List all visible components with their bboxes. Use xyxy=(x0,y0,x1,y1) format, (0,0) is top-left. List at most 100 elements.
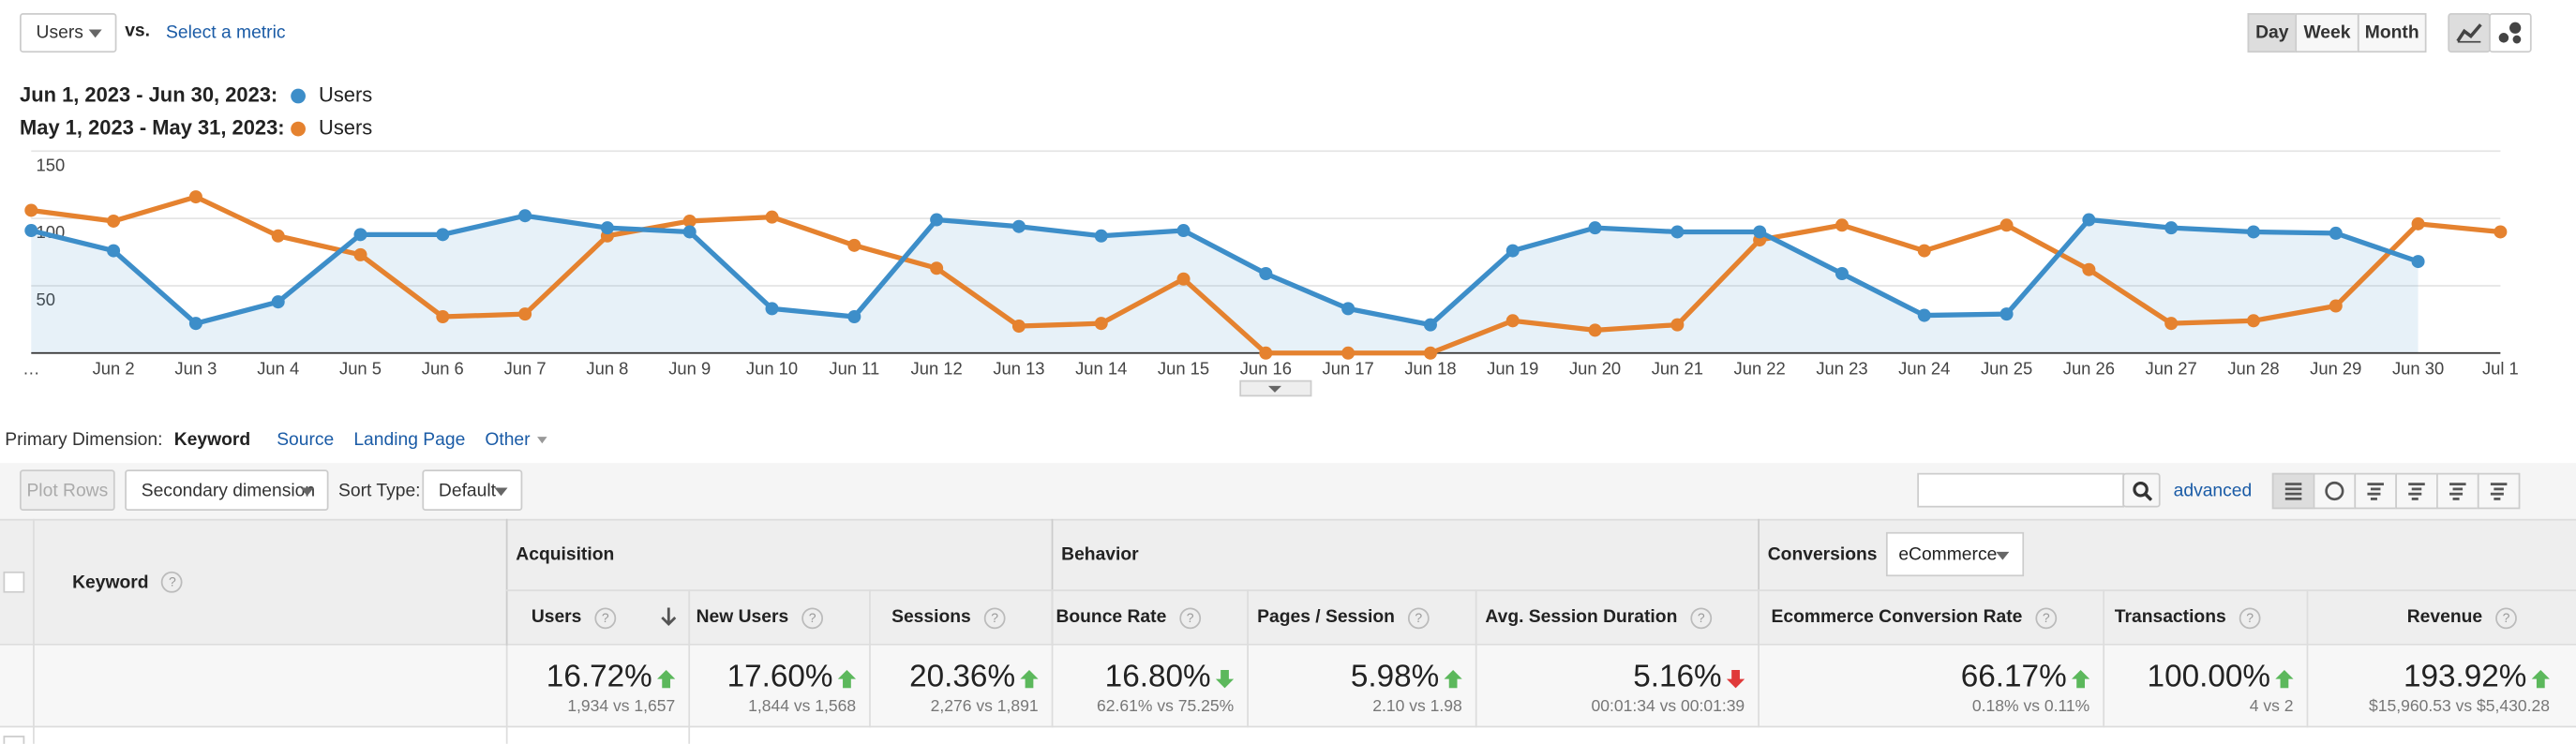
column-name: Ecommerce Conversion Rate xyxy=(1771,607,2023,628)
column-header[interactable]: Users? xyxy=(506,589,689,646)
x-tick-label: Jun 2 xyxy=(93,359,135,379)
column-name: Avg. Session Duration xyxy=(1485,607,1678,628)
group-name: Acquisition xyxy=(516,543,615,565)
view-icon xyxy=(2284,483,2302,500)
sort-value: Default xyxy=(438,480,497,500)
period-button[interactable]: Month xyxy=(2357,13,2427,53)
dimension-option[interactable]: Keyword xyxy=(173,430,251,451)
column-header[interactable]: Transactions? xyxy=(2103,589,2306,646)
icon-shape xyxy=(2284,487,2302,491)
data-point xyxy=(1999,218,2014,232)
column-header[interactable]: New Users? xyxy=(688,589,869,646)
sort-dropdown[interactable]: Default xyxy=(422,469,523,512)
secondary-dimension[interactable]: Secondary dimension xyxy=(125,469,329,512)
view-icon xyxy=(2325,481,2344,501)
view-button[interactable] xyxy=(2271,472,2315,510)
data-point xyxy=(518,307,532,321)
trend-arrow xyxy=(2071,669,2090,688)
dimension-option[interactable]: Landing Page xyxy=(353,430,466,451)
icon-shape xyxy=(2408,492,2422,496)
help-icon: ? xyxy=(161,571,184,593)
column-name: Sessions xyxy=(891,607,971,628)
data-point xyxy=(436,228,450,242)
search-button[interactable] xyxy=(2122,472,2161,508)
view-button[interactable] xyxy=(2395,472,2438,510)
row-checkbox[interactable] xyxy=(3,571,25,593)
data-point xyxy=(2246,314,2260,328)
data-point xyxy=(2164,317,2179,331)
key-column-name: Keyword xyxy=(72,572,149,592)
column-header[interactable]: Sessions? xyxy=(869,589,1052,646)
legend-entry: Jun 1, 2023 - Jun 30, 2023: Users xyxy=(20,79,372,112)
x-tick-label: Jun 26 xyxy=(2063,359,2115,379)
x-tick-label: Jun 14 xyxy=(1075,359,1127,379)
summary-detail: 00:01:34 vs 00:01:39 xyxy=(1591,697,1745,717)
change-value: 66.17% xyxy=(1960,660,2067,695)
column-header[interactable]: Ecommerce Conversion Rate? xyxy=(1758,589,2103,646)
x-tick-label: Jul 1 xyxy=(2482,359,2519,379)
summary-cell: 193.92% $15,960.53 vs $5,430.28 xyxy=(2307,646,2563,728)
row-checkbox[interactable] xyxy=(3,736,25,744)
conversion-select[interactable]: eCommerce xyxy=(1885,531,2024,577)
column-divider xyxy=(869,589,871,728)
change-value: 5.98% xyxy=(1350,660,1440,695)
data-point xyxy=(1835,218,1849,232)
select-metric[interactable]: Select a metric xyxy=(166,22,286,43)
summary-change: 16.80% xyxy=(1052,661,1235,697)
data-point xyxy=(518,209,532,223)
trend-arrow-shape xyxy=(1215,669,1235,688)
data-point xyxy=(930,261,944,275)
view-icon xyxy=(2490,483,2508,500)
metric-dropdown[interactable]: Users xyxy=(20,13,117,53)
motion-chart-toggle[interactable] xyxy=(2489,13,2532,53)
summary-detail: 4 vs 2 xyxy=(2249,697,2294,717)
sort-label: Sort Type: xyxy=(338,481,421,501)
data-point xyxy=(1835,266,1849,281)
legend-swatch xyxy=(291,120,306,136)
view-button[interactable] xyxy=(2477,472,2521,510)
column-name: Revenue xyxy=(2406,607,2483,628)
view-button[interactable] xyxy=(2354,472,2397,510)
column-header[interactable]: Pages / Session? xyxy=(1247,589,1475,646)
column-header[interactable]: Revenue? xyxy=(2307,589,2563,646)
advanced-link[interactable]: advanced xyxy=(2173,481,2253,501)
line-chart-toggle[interactable] xyxy=(2448,13,2491,53)
help-icon: ? xyxy=(983,606,1006,629)
help-icon: ? xyxy=(1179,606,1202,629)
x-tick-label: Jun 6 xyxy=(422,359,464,379)
y-tick-label: 150 xyxy=(37,155,66,174)
data-point xyxy=(1341,302,1355,316)
change-value: 17.60% xyxy=(726,660,833,695)
view-button[interactable] xyxy=(2313,472,2357,510)
trend-arrow-shape xyxy=(2275,669,2294,688)
change-value: 5.16% xyxy=(1633,660,1722,695)
trend-arrow xyxy=(2531,669,2550,688)
period-button[interactable]: Day xyxy=(2247,13,2298,53)
data-point xyxy=(1423,318,1437,332)
icon-shape xyxy=(2408,483,2425,486)
period-button[interactable]: Week xyxy=(2295,13,2359,53)
data-point xyxy=(1588,221,1602,235)
x-tick-label: Jun 21 xyxy=(1652,359,1703,379)
icon-shape xyxy=(2452,498,2460,500)
x-tick-label: Jun 29 xyxy=(2310,359,2361,379)
data-point xyxy=(24,203,38,217)
trend-arrow xyxy=(1726,669,1745,688)
search-input[interactable] xyxy=(1917,472,2125,508)
column-divider xyxy=(688,589,691,744)
plot-rows-button[interactable]: Plot Rows xyxy=(20,469,115,512)
data-point xyxy=(107,244,121,258)
icon-shape xyxy=(2449,492,2464,496)
dimension-option[interactable]: Source xyxy=(277,430,335,451)
column-header[interactable]: Avg. Session Duration? xyxy=(1475,589,1758,646)
handle-arrow xyxy=(1267,385,1281,393)
dimension-option[interactable]: Other xyxy=(485,430,547,450)
column-name: Pages / Session xyxy=(1257,607,1395,628)
data-point xyxy=(271,295,285,309)
column-header[interactable]: Bounce Rate? xyxy=(1052,589,1248,646)
trend-arrow-shape xyxy=(1726,669,1745,688)
summary-detail: $15,960.53 vs $5,430.28 xyxy=(2369,697,2550,717)
view-button[interactable] xyxy=(2436,472,2479,510)
search-icon xyxy=(2132,481,2151,500)
